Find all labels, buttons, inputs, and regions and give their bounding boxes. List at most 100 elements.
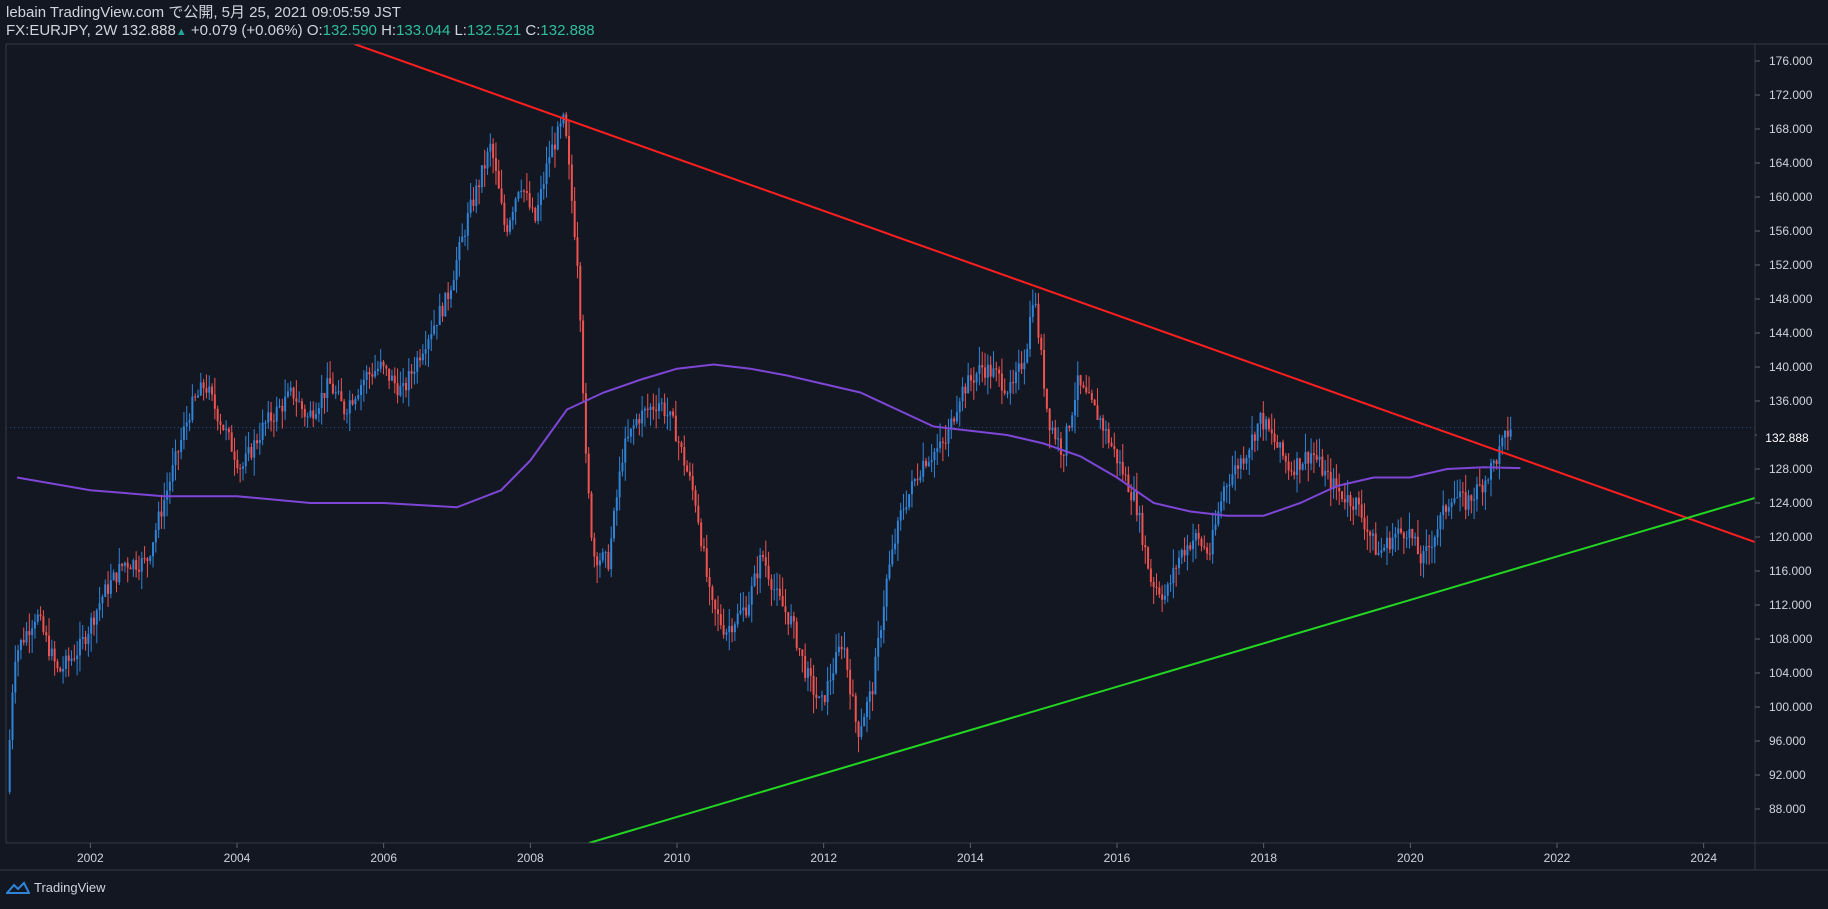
candle-body <box>123 562 126 566</box>
candle-body <box>121 563 124 566</box>
candle-body <box>1203 546 1206 548</box>
candle-body <box>1304 452 1307 464</box>
x-tick-label: 2006 <box>370 851 397 865</box>
candle-body <box>371 374 374 377</box>
candle-body <box>1419 553 1422 564</box>
candle-body <box>1228 484 1231 487</box>
candle-body <box>643 408 646 411</box>
candle-body <box>1180 549 1183 558</box>
candle-body <box>936 448 939 452</box>
candle-body <box>33 621 36 629</box>
candle-body <box>1102 418 1105 431</box>
candle-body <box>517 192 520 199</box>
candle-body <box>787 612 790 625</box>
candle-body <box>1321 456 1324 476</box>
candle-body <box>427 339 430 350</box>
candle-body <box>539 188 542 205</box>
candle-body <box>31 628 34 636</box>
candle-body <box>821 695 824 697</box>
candle-body <box>697 505 700 523</box>
resistance-trendline <box>353 44 1755 544</box>
candle-body <box>837 646 840 653</box>
ohlc-legend: FX:EURJPY, 2W 132.888▲ +0.079 (+0.06%) O… <box>6 22 595 41</box>
candle-body <box>469 199 472 214</box>
candle-body <box>154 530 157 543</box>
candle-body <box>300 401 303 410</box>
y-tick-label: 148.000 <box>1769 292 1813 306</box>
candle-body <box>849 669 852 695</box>
candle-body <box>374 371 377 377</box>
candle-body <box>629 428 632 437</box>
candle-body <box>635 419 638 426</box>
candle-body <box>641 410 644 424</box>
candle-body <box>615 497 618 511</box>
y-tick-label: 156.000 <box>1769 224 1813 238</box>
candle-body <box>180 439 183 452</box>
candle-body <box>506 224 509 232</box>
candle-body <box>1014 371 1017 384</box>
candle-body <box>1369 531 1372 536</box>
candle-body <box>1118 461 1121 464</box>
candle-body <box>568 136 571 165</box>
candle-body <box>969 375 972 381</box>
candle-body <box>700 522 703 547</box>
candle-body <box>1062 454 1065 456</box>
candle-body <box>340 391 343 402</box>
candle-body <box>1265 419 1268 430</box>
candle-body <box>81 636 84 640</box>
candle-body <box>1104 428 1107 431</box>
candle-body <box>880 630 883 638</box>
candle-body <box>1453 498 1456 503</box>
tradingview-footer[interactable]: TradingView <box>6 880 106 895</box>
plot-area[interactable] <box>6 44 1755 843</box>
candle-body <box>1023 362 1026 370</box>
candle-body <box>840 646 843 650</box>
candle-body <box>823 695 826 703</box>
candle-body <box>137 569 140 572</box>
candle-body <box>312 410 315 419</box>
candle-body <box>1408 528 1411 538</box>
candle-body <box>1124 474 1127 476</box>
candle-body <box>739 610 742 614</box>
candle-body <box>185 422 188 427</box>
candle-body <box>129 567 132 570</box>
candle-body <box>1029 316 1032 350</box>
candle-body <box>1026 349 1029 363</box>
candle-body <box>941 441 944 443</box>
candle-body <box>691 476 694 491</box>
candle-body <box>1020 363 1023 370</box>
candle-body <box>1225 486 1228 488</box>
candle-body <box>357 395 360 399</box>
candle-body <box>767 565 770 580</box>
candle-body <box>379 361 382 369</box>
candle-body <box>610 538 613 570</box>
candle-body <box>56 661 59 669</box>
candle-body <box>1281 442 1284 456</box>
candle-body <box>376 368 379 372</box>
candle-body <box>714 599 717 610</box>
candle-body <box>1473 499 1476 501</box>
candle-body <box>955 412 958 422</box>
candle-body <box>149 556 152 561</box>
candle-body <box>1355 497 1358 510</box>
candle-body <box>1009 382 1012 394</box>
candle-body <box>1090 393 1093 400</box>
candle-body <box>225 428 228 430</box>
candle-body <box>731 625 734 633</box>
candle-body <box>1161 594 1164 600</box>
candle-body <box>303 409 306 417</box>
candle-body <box>503 202 506 225</box>
candle-body <box>188 420 191 423</box>
candle-body <box>455 260 458 280</box>
candle-body <box>399 385 402 396</box>
candle-body <box>486 151 489 169</box>
candle-body <box>92 617 95 625</box>
y-tick-label: 100.000 <box>1769 700 1813 714</box>
candle-body <box>396 383 399 396</box>
candle-body <box>1363 517 1366 530</box>
candle-body <box>677 441 680 443</box>
candle-body <box>1422 551 1425 564</box>
candle-body <box>177 451 180 453</box>
candle-body <box>1051 427 1054 431</box>
